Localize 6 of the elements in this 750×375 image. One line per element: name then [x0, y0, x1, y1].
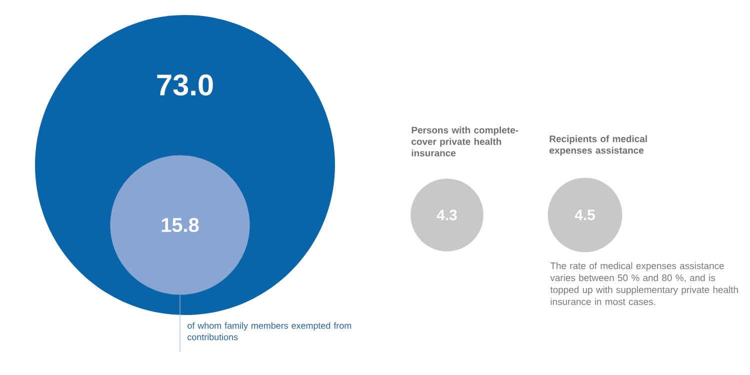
data-label: 73.0	[157, 74, 213, 96]
category-label: Persons with complete-cover private health insurance	[412, 126, 518, 156]
data-label: 15.8	[162, 218, 199, 232]
text: The rate of medical expenses assistance varies between 50 % and 80 %, and is topped up with supplementary private health insurance in most cases.	[550, 262, 738, 306]
category-label: of whom family members exempted from contributions	[188, 322, 352, 340]
category-label: Recipients of medical expenses assistance	[550, 135, 647, 156]
